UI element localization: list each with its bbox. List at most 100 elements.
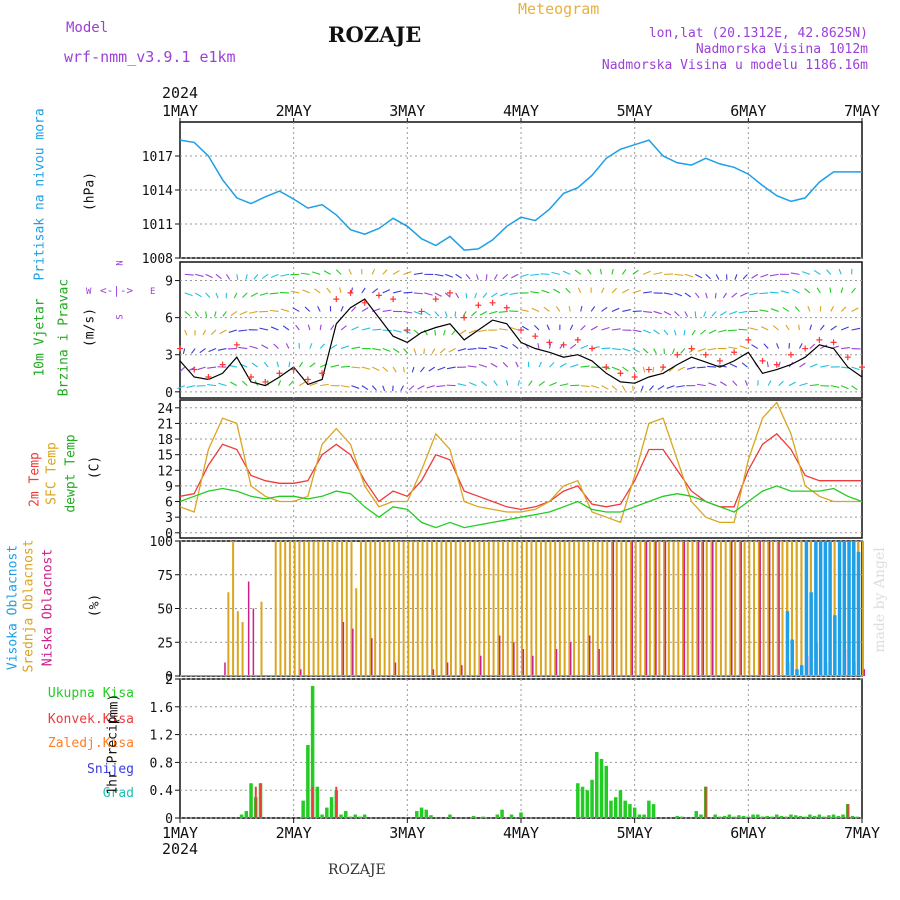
wind-arrow-icon (684, 273, 694, 278)
wind-gust-marker (432, 296, 439, 303)
cloud-bar (274, 541, 277, 676)
wind-arrow-icon (413, 348, 417, 355)
wind-arrow-icon (621, 269, 627, 275)
precip-bar (500, 809, 504, 818)
cloud-bar (805, 541, 808, 676)
wind-arrow-icon (371, 288, 379, 294)
wind-arrow-icon (351, 366, 361, 369)
wind-arrow-icon (190, 348, 196, 354)
wind-gust-marker (475, 302, 482, 309)
cloud-bar (464, 541, 467, 676)
wind-arrow-icon (731, 292, 738, 298)
footer-station: ROZAJE (328, 862, 386, 878)
cloud-bar (260, 601, 263, 676)
wind-arrow-icon (444, 292, 451, 298)
precip-bar (855, 816, 860, 818)
wind-arrow-icon (580, 324, 586, 331)
wind-arrow-icon (229, 381, 238, 387)
cloud-bar (644, 541, 647, 676)
wind-arrow-icon (722, 292, 728, 299)
wind-arrow-icon (684, 292, 692, 298)
wind-arrow-icon (506, 380, 509, 386)
cloud-bar (697, 541, 700, 676)
wind-arrow-icon (319, 363, 328, 368)
wind-arrow-icon (426, 385, 435, 389)
cloud-bar (468, 541, 471, 676)
wind-arrow-icon (708, 382, 717, 387)
precip-bar (585, 790, 590, 818)
cloud-bar (252, 608, 255, 676)
wind-arrow-icon (468, 381, 477, 387)
time-label-bottom: 1MAY (162, 824, 198, 842)
cloud-bar (336, 541, 339, 676)
wind-arrow-icon (403, 348, 409, 354)
wind-arrow-icon (674, 292, 683, 297)
cloud-bar (479, 655, 482, 676)
cloud-bar (772, 541, 775, 676)
wind-arrow-icon (304, 306, 311, 312)
wind-arrow-icon (210, 329, 217, 335)
pressure-ytick-label: 1008 (142, 252, 173, 267)
cloud-bar (544, 541, 547, 676)
wind-gust-marker (574, 336, 581, 343)
wind-arrow-icon (640, 385, 644, 392)
temperature-ytick-label: 18 (157, 433, 173, 448)
wind-arrow-icon (312, 271, 321, 275)
time-label-bottom: 3MAY (389, 824, 425, 842)
precip-bar (831, 814, 836, 818)
wind-arrow-icon (549, 381, 557, 387)
cloud-bar (298, 541, 301, 676)
wind-arrow-icon (555, 306, 561, 312)
wind-arrow-icon (230, 311, 238, 317)
wind-arrow-icon (524, 343, 530, 349)
wind-arrow-icon (590, 306, 596, 312)
wind-arrow-icon (766, 361, 769, 368)
legend-graupel: Grad (102, 786, 134, 801)
wind-arrow-icon (580, 344, 589, 350)
precip-bar (680, 816, 684, 818)
precip-ytick-label: 0.8 (150, 756, 173, 771)
wind-arrow-icon (708, 329, 717, 334)
wind-arrow-icon (538, 361, 542, 368)
cloud-bar (421, 541, 424, 676)
cloud-bar (645, 541, 648, 676)
wind-arrow-icon (219, 329, 227, 335)
cloud-bar (863, 669, 866, 676)
wind-ytick-label: 6 (165, 312, 173, 327)
cloud-bar (521, 541, 523, 676)
cloud-bar (843, 541, 846, 676)
wind-arrow-icon (744, 380, 748, 386)
wind-arrow-icon (326, 287, 332, 294)
wind-arrow-icon (830, 306, 834, 312)
wind-arrow-icon (509, 292, 519, 296)
wind-gust-marker (518, 327, 524, 333)
wind-arrow-icon (382, 329, 392, 332)
model-elevation: Nadmorska Visina u modelu 1186.16m (601, 58, 868, 73)
wind-arrow-icon (809, 343, 816, 349)
wind-arrow-icon (392, 290, 402, 294)
wind-arrow-icon (751, 344, 759, 350)
wind-arrow-icon (361, 366, 371, 370)
cloud-bar (683, 541, 686, 676)
cloud-bar (432, 669, 435, 676)
clouds-ytick-label: 75 (157, 569, 173, 584)
cloud-bar (374, 541, 377, 676)
cloud-bar (781, 541, 784, 676)
wind-arrow-icon (599, 268, 603, 275)
wind-gust-marker (830, 339, 837, 346)
wind-arrow-icon (543, 306, 550, 312)
wind-arrow-icon (417, 385, 425, 390)
cloud-bar (806, 655, 809, 676)
cloud-bar (555, 649, 558, 676)
wind-arrow-icon (372, 366, 380, 371)
precip-bar (651, 804, 656, 818)
wind-arrow-icon (249, 345, 258, 350)
wind-arrow-icon (749, 327, 758, 331)
temperature-ytick-label: 24 (157, 402, 173, 417)
precip-ytick-label: 1.2 (150, 729, 173, 744)
wind-arrow-icon (402, 367, 405, 373)
wind-arrow-icon (382, 269, 388, 275)
wind-arrow-icon (317, 306, 321, 312)
wind-arrow-icon (340, 306, 344, 312)
cloud-bar (700, 541, 703, 676)
